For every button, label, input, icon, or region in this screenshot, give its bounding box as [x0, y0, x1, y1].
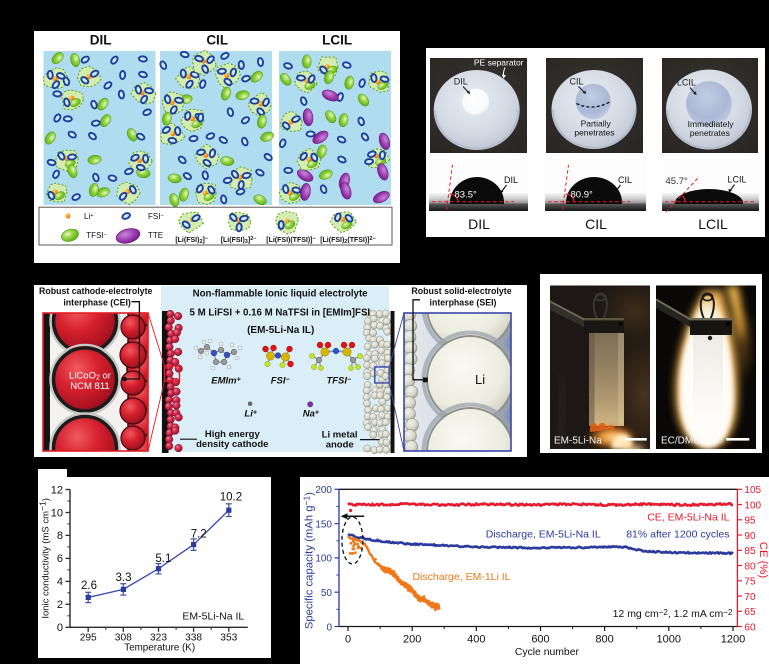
svg-text:Immediately: Immediately — [688, 119, 735, 129]
svg-text:0: 0 — [57, 622, 63, 634]
svg-text:353: 353 — [220, 633, 237, 644]
svg-text:0: 0 — [345, 634, 351, 646]
svg-text:Li metal: Li metal — [322, 430, 358, 441]
svg-text:150: 150 — [315, 519, 332, 530]
svg-text:DIL: DIL — [504, 175, 518, 185]
svg-text:FSI−: FSI− — [271, 376, 290, 387]
svg-text:CIL: CIL — [570, 77, 584, 87]
svg-text:[Li(FSI)(TFSI)]−: [Li(FSI)(TFSI)]− — [266, 236, 315, 244]
svg-text:8: 8 — [57, 530, 63, 542]
svg-text:800: 800 — [595, 634, 613, 646]
svg-text:TTE: TTE — [148, 231, 163, 240]
svg-text:50: 50 — [321, 588, 333, 599]
svg-text:(EM-5Li-Na IL): (EM-5Li-Na IL) — [247, 325, 314, 336]
svg-text:[Li(FSI)3]2−: [Li(FSI)3]2− — [221, 236, 257, 245]
svg-text:[Li(FSI)2(TFSI)]2−: [Li(FSI)2(TFSI)]2− — [320, 236, 376, 245]
svg-text:Ionic conductivity (mS cm−1): Ionic conductivity (mS cm−1) — [38, 498, 51, 619]
svg-text:EM-5Li-Na IL: EM-5Li-Na IL — [182, 611, 244, 623]
svg-text:60: 60 — [744, 622, 756, 633]
svg-text:6: 6 — [57, 553, 63, 565]
svg-text:338: 338 — [185, 633, 202, 644]
svg-text:1000: 1000 — [657, 634, 681, 646]
svg-text:EMIm+: EMIm+ — [211, 376, 240, 387]
svg-text:45.7°: 45.7° — [666, 176, 688, 187]
svg-text:10: 10 — [51, 507, 63, 519]
svg-text:anode: anode — [326, 439, 354, 450]
svg-text:LCIL: LCIL — [677, 78, 696, 88]
svg-text:Na+: Na+ — [303, 408, 319, 419]
svg-text:interphase (CEI): interphase (CEI) — [63, 297, 131, 307]
svg-text:200: 200 — [315, 485, 332, 496]
svg-text:2: 2 — [57, 599, 63, 611]
svg-text:LCIL: LCIL — [322, 33, 352, 48]
svg-text:density cathode: density cathode — [196, 439, 268, 450]
svg-text:CIL: CIL — [618, 175, 632, 185]
svg-text:CIL: CIL — [585, 216, 607, 232]
svg-text:Robust solid-electrolyte: Robust solid-electrolyte — [411, 286, 511, 296]
svg-text:105: 105 — [744, 485, 761, 496]
svg-text:CIL: CIL — [206, 33, 228, 48]
svg-text:83.5°: 83.5° — [455, 190, 477, 201]
svg-text:Discharge, EM-1Li IL: Discharge, EM-1Li IL — [412, 571, 510, 583]
svg-text:10.2: 10.2 — [220, 492, 242, 504]
svg-text:70: 70 — [744, 592, 756, 603]
svg-text:80: 80 — [744, 561, 756, 572]
svg-text:Discharge, EM-5Li-Na IL: Discharge, EM-5Li-Na IL — [486, 528, 601, 540]
svg-text:LCIL: LCIL — [728, 175, 747, 185]
svg-text:NCM 811: NCM 811 — [70, 381, 109, 392]
svg-text:Partially: Partially — [581, 119, 612, 129]
svg-text:TFSI−: TFSI− — [326, 376, 351, 387]
svg-text:Robust cathode-electrolyte: Robust cathode-electrolyte — [39, 286, 153, 296]
svg-text:308: 308 — [115, 633, 132, 644]
svg-text:600: 600 — [531, 634, 549, 646]
svg-text:CE (%): CE (%) — [757, 542, 769, 579]
svg-text:Cycle number: Cycle number — [515, 647, 580, 658]
svg-text:[Li(FSI)2]−: [Li(FSI)2]− — [175, 236, 208, 245]
svg-text:TFSI−: TFSI− — [86, 231, 107, 240]
svg-text:100: 100 — [744, 500, 761, 511]
svg-text:Specific capacity (mAh g−1): Specific capacity (mAh g−1) — [302, 492, 316, 629]
svg-text:295: 295 — [80, 633, 97, 644]
svg-text:Li: Li — [475, 372, 485, 387]
svg-text:100: 100 — [315, 554, 332, 565]
svg-text:2.6: 2.6 — [81, 580, 97, 592]
svg-text:DIL: DIL — [468, 216, 490, 232]
svg-text:interphase (SEI): interphase (SEI) — [430, 297, 497, 307]
svg-text:12 mg cm−2, 1.2 mA cm−2: 12 mg cm−2, 1.2 mA cm−2 — [613, 608, 733, 620]
svg-text:PE separator: PE separator — [474, 57, 524, 67]
svg-text:5.1: 5.1 — [155, 553, 171, 565]
svg-text:DIL: DIL — [90, 33, 112, 48]
svg-text:Li+: Li+ — [244, 408, 257, 419]
svg-text:LiCoO2 or: LiCoO2 or — [69, 371, 111, 382]
svg-text:323: 323 — [150, 633, 167, 644]
svg-text:CE, EM-5Li-Na IL: CE, EM-5Li-Na IL — [647, 512, 729, 524]
svg-text:Non-flammable Ionic liquid ele: Non-flammable Ionic liquid electrolyte — [193, 288, 369, 299]
svg-text:75: 75 — [744, 577, 756, 588]
svg-text:1200: 1200 — [721, 634, 745, 646]
svg-text:EM-5Li-Na: EM-5Li-Na — [554, 436, 602, 447]
svg-text:12: 12 — [51, 484, 63, 496]
svg-text:95: 95 — [744, 516, 756, 527]
svg-text:0: 0 — [326, 622, 332, 633]
svg-text:Li+: Li+ — [84, 212, 93, 221]
svg-text:7.2: 7.2 — [191, 528, 207, 540]
svg-text:90: 90 — [744, 531, 756, 542]
svg-text:5 M LiFSI + 0.16 M NaTFSI in [: 5 M LiFSI + 0.16 M NaTFSI in [EMIm]FSI — [190, 307, 371, 318]
svg-text:4: 4 — [57, 576, 63, 588]
svg-text:High energy: High energy — [205, 429, 261, 440]
svg-text:3.3: 3.3 — [116, 572, 132, 584]
svg-text:penetrates: penetrates — [574, 128, 614, 138]
svg-text:LCIL: LCIL — [698, 216, 728, 232]
svg-text:penetrates: penetrates — [690, 128, 730, 138]
svg-text:80.9°: 80.9° — [571, 190, 593, 201]
svg-text:FSI−: FSI− — [148, 212, 164, 221]
svg-text:85: 85 — [744, 546, 756, 557]
svg-text:200: 200 — [403, 634, 421, 646]
svg-text:400: 400 — [467, 634, 485, 646]
svg-text:EC/DMC: EC/DMC — [661, 436, 700, 447]
svg-text:65: 65 — [744, 607, 756, 618]
svg-text:DIL: DIL — [454, 77, 468, 87]
svg-text:81% after 1200 cycles: 81% after 1200 cycles — [626, 528, 729, 540]
svg-text:Temperature (K): Temperature (K) — [124, 642, 195, 653]
